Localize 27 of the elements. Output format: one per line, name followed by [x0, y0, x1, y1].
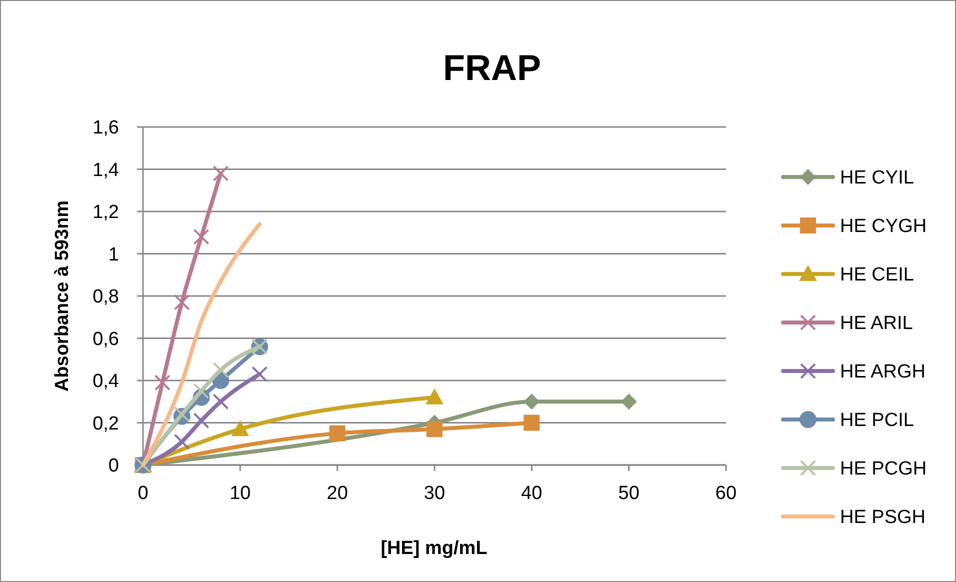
- x-axis-title: [HE] mg/mL: [380, 538, 488, 559]
- y-tick-label: 1: [108, 244, 119, 266]
- y-tick-label: 0,2: [92, 413, 119, 434]
- legend-label: HE CYGH: [840, 216, 927, 238]
- y-tick-label: 0,6: [92, 328, 119, 350]
- x-tick-label: 10: [230, 483, 251, 504]
- legend-label: HE PCIL: [840, 410, 914, 432]
- y-tick-label: 0,8: [92, 286, 119, 308]
- legend-label: HE PSGH: [840, 507, 926, 528]
- legend-label: HE CEIL: [840, 264, 914, 286]
- x-tick-label: 30: [424, 483, 446, 504]
- y-tick-label: 1,2: [92, 202, 119, 224]
- legend-label: HE ARGH: [840, 362, 926, 383]
- y-tick-label: 1,6: [92, 118, 119, 139]
- legend-label: HE ARIL: [840, 313, 913, 334]
- x-tick-label: 20: [326, 483, 348, 504]
- y-tick-label: 1,4: [92, 160, 120, 181]
- chart-title: FRAP: [443, 47, 541, 88]
- x-tick-label: 0: [138, 483, 148, 504]
- y-tick-label: 0: [108, 456, 119, 477]
- x-tick-label: 40: [521, 483, 542, 504]
- y-tick-label: 0,4: [92, 371, 120, 392]
- x-tick-label: 50: [618, 483, 640, 504]
- y-axis-title: Absorbance à 593nm: [52, 200, 73, 392]
- legend-label: HE CYIL: [840, 168, 914, 189]
- x-tick-label: 60: [715, 483, 737, 504]
- legend-label: HE PCGH: [840, 458, 927, 480]
